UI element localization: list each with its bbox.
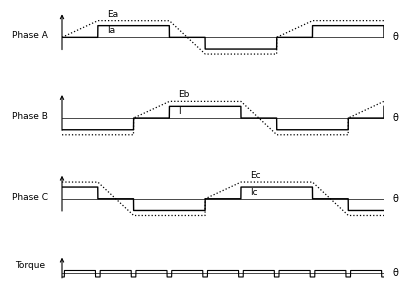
Text: Phase A: Phase A xyxy=(12,31,48,40)
Text: I: I xyxy=(178,107,181,116)
Text: Torque: Torque xyxy=(15,261,45,270)
Text: Ic: Ic xyxy=(250,188,258,197)
Text: θ: θ xyxy=(393,268,399,278)
Text: Ea: Ea xyxy=(107,10,118,19)
Text: θ: θ xyxy=(393,113,399,123)
Text: θ: θ xyxy=(393,194,399,204)
Text: Ia: Ia xyxy=(107,26,115,35)
Text: Phase C: Phase C xyxy=(12,192,48,202)
Text: Phase B: Phase B xyxy=(12,112,48,121)
Text: θ: θ xyxy=(393,32,399,42)
Text: Ec: Ec xyxy=(250,171,260,180)
Text: Eb: Eb xyxy=(178,90,190,99)
